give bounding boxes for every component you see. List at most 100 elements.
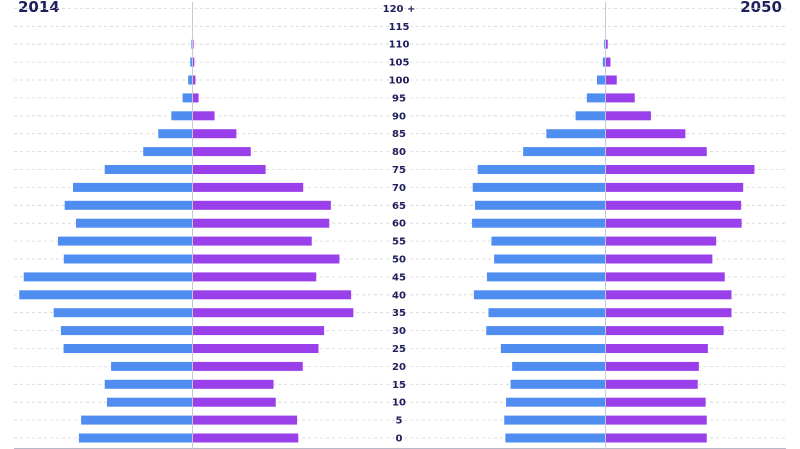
bar-female — [192, 308, 354, 318]
bar-female — [192, 254, 340, 264]
bar-male — [602, 57, 606, 67]
bar-female — [192, 147, 251, 157]
bar-male — [182, 93, 193, 103]
bar-female — [605, 39, 608, 49]
bar-female — [605, 326, 724, 336]
age-label: 30 — [392, 326, 406, 337]
bar-female — [192, 182, 304, 192]
bar-female — [192, 57, 195, 67]
bar-male — [505, 433, 606, 443]
bar-female — [192, 326, 325, 336]
bar-female — [192, 415, 298, 425]
bar-male — [512, 361, 606, 371]
bar-male — [488, 308, 606, 318]
age-label: 65 — [392, 201, 406, 212]
bar-male — [546, 129, 606, 139]
bar-female — [605, 272, 725, 282]
bar-female — [192, 290, 352, 300]
bar-male — [171, 111, 193, 121]
bar-female — [605, 165, 755, 174]
age-label: 15 — [392, 380, 406, 391]
bar-male — [473, 290, 606, 300]
bar-female — [605, 236, 717, 246]
bar-female — [605, 397, 706, 407]
bar-male — [523, 147, 606, 157]
bar-female — [605, 254, 713, 264]
bar-female — [192, 75, 196, 85]
bar-female — [605, 379, 698, 389]
bar-male — [19, 290, 193, 300]
bar-male — [506, 397, 606, 407]
age-label: 120 + — [383, 4, 416, 15]
age-label: 85 — [392, 129, 406, 140]
age-label: 5 — [396, 416, 403, 427]
age-label: 20 — [392, 362, 406, 373]
bar-female — [605, 308, 732, 318]
age-label: 60 — [392, 219, 406, 230]
age-label: 115 — [389, 22, 410, 33]
bar-male — [472, 218, 606, 228]
bar-female — [605, 147, 707, 157]
bar-male — [104, 379, 193, 389]
bar-female — [605, 344, 708, 353]
bar-male — [491, 236, 606, 246]
bar-female — [605, 361, 699, 371]
age-label: 100 — [389, 76, 410, 87]
age-label: 55 — [392, 237, 406, 248]
bar-female — [192, 200, 331, 210]
age-label: 0 — [396, 434, 403, 445]
bar-male — [586, 93, 606, 103]
bar-male — [57, 236, 193, 246]
bar-male — [81, 415, 193, 425]
bar-female — [605, 290, 732, 300]
bar-male — [64, 200, 193, 210]
bar-male — [53, 308, 193, 318]
age-label: 80 — [392, 147, 406, 158]
bar-male — [486, 272, 606, 282]
bar-female — [192, 397, 276, 407]
age-label: 45 — [392, 272, 406, 283]
bar-female — [192, 361, 303, 371]
age-label: 40 — [392, 290, 406, 301]
bar-male — [78, 433, 193, 443]
bar-female — [605, 433, 707, 443]
bar-female — [605, 218, 742, 228]
bar-male — [60, 326, 193, 336]
bar-male — [575, 111, 606, 121]
bar-male — [63, 344, 193, 353]
bar-male — [510, 379, 606, 389]
age-label: 75 — [392, 165, 406, 176]
bar-female — [192, 272, 317, 282]
age-label: 50 — [392, 255, 406, 266]
bar-female — [605, 57, 611, 67]
bar-female — [192, 129, 237, 139]
bar-male — [191, 39, 193, 49]
age-label: 90 — [392, 111, 406, 122]
age-label: 70 — [392, 183, 406, 194]
bar-male — [63, 254, 193, 264]
bar-male — [500, 344, 606, 353]
bar-female — [605, 182, 744, 192]
bar-male — [190, 57, 193, 67]
bar-male — [494, 254, 606, 264]
age-label: 95 — [392, 93, 406, 104]
age-label: 25 — [392, 344, 406, 355]
bar-male — [158, 129, 193, 139]
bar-female — [605, 111, 651, 121]
bar-male — [486, 326, 606, 336]
bar-male — [107, 397, 193, 407]
bar-male — [596, 75, 606, 85]
bar-female — [192, 433, 299, 443]
bar-male — [504, 415, 606, 425]
age-label: 110 — [389, 40, 410, 51]
bar-female — [605, 200, 742, 210]
bar-male — [477, 165, 606, 174]
bar-female — [605, 93, 635, 103]
bar-male — [604, 39, 606, 49]
age-label: 35 — [392, 308, 406, 319]
bar-male — [111, 361, 193, 371]
bar-male — [143, 147, 193, 157]
bar-female — [192, 218, 330, 228]
chart-title-right: 2050 — [740, 0, 782, 16]
